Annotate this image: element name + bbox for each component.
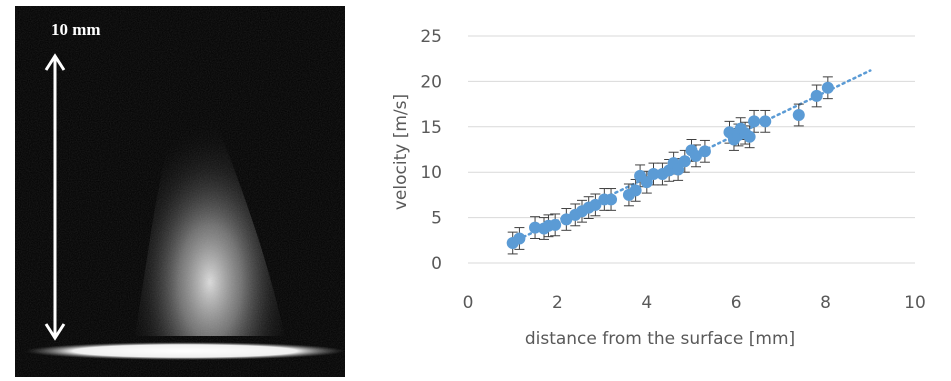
spray-photograph: 10 mm (15, 6, 345, 377)
data-point (678, 155, 691, 168)
chart-svg: 0 5 10 15 20 25 0 2 4 6 8 10 distance from the sur… (391, 27, 926, 349)
data-point (605, 193, 618, 206)
data-point (743, 130, 756, 143)
x-tick-label: 6 (731, 293, 742, 313)
y-axis-title: velocity [m/s] (391, 94, 411, 210)
y-tick-label: 5 (431, 209, 442, 229)
x-tick-label: 0 (463, 293, 474, 313)
data-point (647, 168, 660, 181)
x-tick-label: 4 (641, 293, 652, 313)
data-point (589, 198, 602, 211)
data-point (529, 221, 542, 234)
x-tick-label: 10 (904, 293, 926, 313)
scale-label: 10 mm (51, 20, 101, 39)
data-point (810, 89, 823, 102)
x-tick-label: 2 (552, 293, 563, 313)
data-point (640, 176, 653, 189)
scale-arrow (44, 53, 66, 341)
spray-image (15, 6, 345, 377)
data-point (560, 213, 573, 226)
data-point (513, 232, 526, 245)
y-tick-labels: 0 5 10 15 20 25 (420, 27, 442, 274)
velocity-chart: 0 5 10 15 20 25 0 2 4 6 8 10 distance from the sur… (350, 0, 951, 381)
y-tick-label: 15 (420, 118, 442, 138)
data-point (629, 184, 642, 197)
x-tick-labels: 0 2 4 6 8 10 (463, 293, 926, 313)
data-point (821, 81, 834, 94)
y-tick-label: 20 (420, 72, 442, 92)
y-tick-label: 10 (420, 163, 442, 183)
data-point (672, 163, 685, 176)
y-tick-label: 0 (431, 254, 442, 274)
data-point (549, 218, 562, 231)
data-point (698, 145, 711, 158)
x-axis-title: distance from the surface [mm] (525, 329, 795, 349)
surface-disc (25, 342, 345, 360)
x-tick-label: 8 (820, 293, 831, 313)
data-point (792, 108, 805, 121)
data-point (689, 149, 702, 162)
data-points (506, 81, 834, 250)
y-tick-label: 25 (420, 27, 442, 47)
data-point (748, 115, 761, 128)
data-point (759, 115, 772, 128)
